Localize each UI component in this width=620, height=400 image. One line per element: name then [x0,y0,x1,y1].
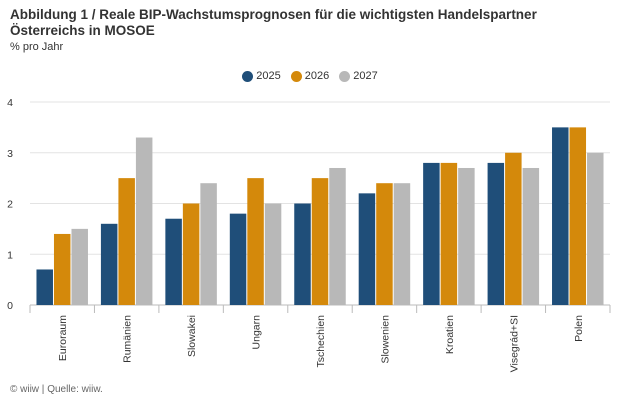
x-category-label: Slowakei [186,315,198,357]
bar-2026-Kroatien[interactable] [440,162,458,305]
bar-2027-Visegrád+SI[interactable] [522,167,540,305]
legend-label-2027: 2027 [353,70,378,82]
x-category-label: Ungarn [251,315,263,350]
bar-2026-Tschechien[interactable] [311,178,329,305]
bar-2025-Euroraum[interactable] [36,269,53,305]
y-tick-label-4: 4 [7,97,13,109]
bar-2026-Euroraum[interactable] [53,233,71,305]
x-category-label: Rumänien [122,315,134,363]
legend-item-2026[interactable]: 2026 [290,70,330,82]
bar-2026-Slowakei[interactable] [182,203,200,306]
bar-2025-Slowakei[interactable] [165,218,182,305]
legend-marker-2026 [290,70,302,82]
y-tick-label-3: 3 [7,148,13,160]
bar-2025-Polen[interactable] [552,127,569,305]
chart-legend: 2025 2026 2027 [0,70,620,82]
bar-2026-Rumänien[interactable] [118,178,135,305]
legend-label-2025: 2025 [256,70,281,82]
bar-2027-Slowakei[interactable] [200,183,217,305]
bar-2025-Tschechien[interactable] [294,203,311,306]
bar-2027-Kroatien[interactable] [458,167,475,305]
bar-2025-Kroatien[interactable] [423,162,440,305]
legend-item-2027[interactable]: 2027 [339,70,378,82]
x-category-label: Euroraum [57,315,69,361]
bar-2026-Visegrád+SI[interactable] [505,152,522,305]
bar-2026-Ungarn[interactable] [247,178,264,305]
y-tick-label-2: 2 [7,199,13,211]
bar-2026-Slowenien[interactable] [376,183,393,305]
y-tick-label-0: 0 [7,300,13,312]
bar-2025-Ungarn[interactable] [229,213,247,305]
bar-2025-Rumänien[interactable] [100,223,118,305]
chart-subtitle: % pro Jahr [10,41,64,53]
legend-marker-2027 [339,70,351,82]
legend-item-2025[interactable]: 2025 [242,70,281,82]
bar-2027-Ungarn[interactable] [264,203,282,306]
x-category-label: Polen [573,315,585,342]
chart-title: Abbildung 1 / Reale BIP-Wachstumsprognos… [10,7,537,38]
x-category-label: Tschechien [315,315,327,368]
x-category-label: Visegrád+SI [508,315,520,372]
bar-2026-Polen[interactable] [569,127,587,305]
x-category-label: Slowenien [379,315,391,364]
bar-2027-Polen[interactable] [587,152,604,305]
legend-label-2026: 2026 [304,70,330,82]
bar-2025-Slowenien[interactable] [358,193,376,305]
legend-marker-2025 [242,70,254,82]
x-category-label: Kroatien [444,315,456,354]
bar-2025-Visegrád+SI[interactable] [487,162,505,305]
bar-2027-Euroraum[interactable] [71,228,88,305]
bar-2027-Slowenien[interactable] [393,183,411,305]
source-note: © wiiw | Quelle: wiiw. [10,384,103,395]
bar-2027-Rumänien[interactable] [135,137,153,305]
bar-2027-Tschechien[interactable] [329,167,346,305]
y-tick-label-1: 1 [7,249,13,261]
